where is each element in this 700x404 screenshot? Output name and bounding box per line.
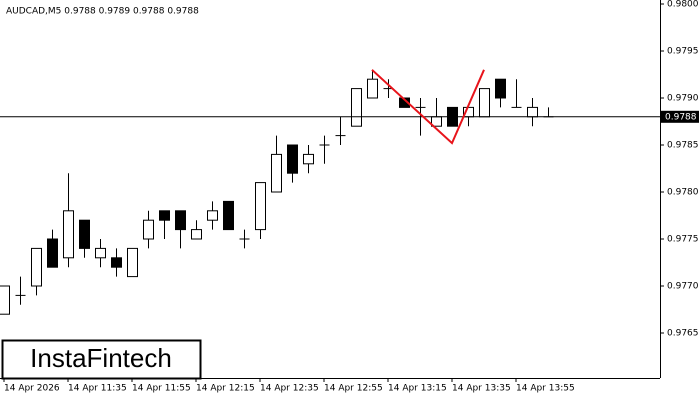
candle-body: [207, 210, 218, 221]
y-tick-label: 0.9795: [667, 47, 699, 57]
candle-body: [367, 78, 378, 99]
y-tick-label: 0.9765: [667, 329, 699, 339]
candle-body: [79, 219, 90, 249]
candle-body: [0, 285, 10, 315]
x-tick-label: 14 Apr 12:35: [260, 384, 319, 394]
candle-body: [399, 97, 410, 108]
y-tick-label: 0.9800: [667, 0, 699, 10]
logo-box: [1, 339, 202, 380]
candle-body: [191, 229, 202, 240]
x-tick-label: 14 Apr 13:15: [388, 384, 447, 394]
candle-body: [127, 247, 138, 278]
candle-body: [303, 153, 314, 165]
pattern-line: [371, 69, 485, 145]
x-tick-label: 14 Apr 12:55: [324, 384, 383, 394]
x-tick-label: 14 Apr 2026: [4, 384, 60, 394]
candle-body: [287, 144, 298, 174]
candle-body: [63, 210, 74, 259]
candle-body: [495, 78, 506, 99]
candle-body: [95, 247, 106, 259]
candle-body: [31, 247, 42, 287]
x-tick-label: 14 Apr 12:15: [196, 384, 255, 394]
chart-title: AUDCAD,M5 0.9788 0.9789 0.9788 0.9788: [6, 7, 199, 17]
y-tick-label: 0.9785: [667, 141, 699, 151]
logo: InstaFintech: [30, 343, 172, 373]
y-tick-label: 0.9770: [667, 282, 699, 292]
candle-body: [111, 257, 122, 268]
x-tick-label: 14 Apr 13:35: [452, 384, 511, 394]
candle-body: [527, 106, 538, 118]
current-price-box: [661, 110, 699, 123]
x-tick-label: 14 Apr 11:35: [68, 384, 127, 394]
candle-body: [175, 210, 186, 231]
candle-body: [351, 88, 362, 127]
y-tick-label: 0.9780: [667, 188, 699, 198]
candle-body: [223, 200, 234, 231]
candle-body: [47, 238, 58, 268]
x-tick-label: 14 Apr 11:55: [132, 384, 191, 394]
candle-body: [159, 210, 170, 221]
candle-body: [271, 153, 282, 193]
x-tick-label: 14 Apr 13:55: [516, 384, 575, 394]
candle-body: [255, 182, 266, 231]
y-tick-label: 0.9790: [667, 94, 699, 104]
candle-body: [479, 88, 490, 118]
candle-body: [143, 219, 154, 240]
y-tick-label: 0.9775: [667, 235, 699, 245]
current-price-label: 0.9788: [665, 112, 697, 122]
